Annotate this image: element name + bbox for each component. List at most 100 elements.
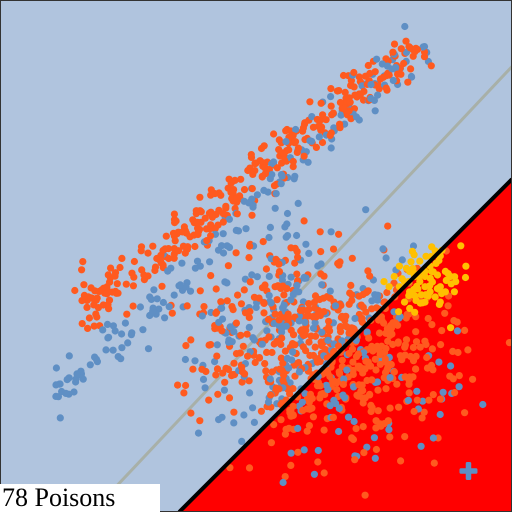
data-point	[263, 348, 271, 356]
data-point	[65, 352, 73, 360]
data-point	[271, 310, 279, 318]
poison-point	[416, 299, 424, 307]
data-point	[130, 257, 138, 266]
data-point	[420, 408, 428, 416]
data-point	[283, 209, 292, 218]
data-point	[359, 303, 367, 311]
data-point	[412, 44, 420, 52]
data-point	[230, 419, 238, 427]
data-point	[207, 272, 215, 280]
data-point	[123, 310, 131, 318]
data-point	[52, 381, 60, 389]
data-point	[400, 59, 408, 68]
data-point	[255, 294, 263, 302]
poison-point	[428, 243, 436, 251]
data-point	[283, 354, 291, 362]
data-point	[317, 99, 325, 107]
data-point	[318, 138, 327, 147]
data-point	[219, 218, 227, 226]
data-point	[289, 157, 297, 166]
data-point	[71, 286, 79, 295]
data-point	[130, 273, 138, 281]
data-point	[347, 81, 355, 90]
data-point	[382, 55, 390, 63]
data-point	[246, 389, 254, 397]
data-point	[316, 394, 324, 402]
data-point	[231, 176, 239, 184]
data-point	[199, 375, 208, 383]
data-point	[240, 186, 249, 194]
data-point	[335, 404, 343, 413]
data-point	[225, 215, 233, 223]
data-point	[333, 87, 341, 95]
data-point	[277, 416, 285, 424]
data-point	[361, 491, 369, 499]
data-point	[217, 298, 225, 306]
data-point	[234, 291, 242, 299]
data-point	[249, 170, 257, 178]
data-point	[347, 115, 355, 123]
data-point	[322, 381, 330, 389]
data-point	[278, 334, 286, 342]
data-point	[292, 288, 300, 296]
data-point	[224, 184, 232, 192]
data-point	[305, 422, 313, 430]
data-point	[174, 381, 182, 389]
data-point	[228, 372, 236, 380]
data-point	[314, 262, 322, 270]
data-point	[387, 360, 395, 369]
data-point	[428, 321, 436, 329]
data-point	[409, 242, 418, 250]
data-point	[273, 164, 281, 172]
data-point	[220, 386, 228, 394]
poison-point	[385, 283, 393, 291]
data-point	[277, 340, 285, 348]
data-point	[372, 445, 380, 454]
data-point	[311, 343, 319, 351]
poison-point	[462, 262, 470, 270]
data-point	[348, 254, 356, 262]
data-point	[412, 365, 420, 373]
data-point	[346, 98, 354, 106]
data-point	[359, 399, 367, 407]
data-point	[380, 319, 388, 327]
data-points	[52, 22, 512, 499]
data-point	[353, 93, 361, 101]
data-point	[329, 245, 338, 253]
data-point	[170, 291, 178, 299]
data-point	[279, 376, 287, 385]
data-point	[270, 130, 278, 138]
data-point	[260, 299, 268, 307]
data-point	[62, 389, 70, 397]
data-point	[232, 350, 241, 358]
data-point	[455, 383, 463, 391]
target-marker	[459, 462, 478, 481]
data-point	[245, 254, 253, 262]
reference-line	[91, 65, 512, 512]
data-point	[196, 417, 204, 425]
data-point	[291, 341, 299, 349]
data-point	[385, 325, 394, 333]
data-point	[385, 426, 393, 434]
data-point	[402, 37, 410, 45]
data-point	[317, 270, 325, 278]
data-point	[318, 281, 326, 289]
data-point	[106, 278, 114, 286]
data-point	[122, 280, 130, 288]
data-point	[224, 365, 233, 374]
data-point	[294, 253, 302, 261]
data-point	[371, 355, 379, 363]
data-point	[243, 330, 251, 338]
data-point	[338, 312, 346, 320]
data-point	[213, 365, 222, 373]
data-point	[345, 349, 353, 358]
data-point	[373, 378, 382, 386]
data-point	[215, 206, 223, 214]
data-point	[223, 297, 231, 305]
data-point	[301, 318, 309, 326]
data-point	[339, 380, 347, 388]
data-point	[294, 448, 302, 456]
data-point	[350, 417, 358, 426]
data-point	[113, 280, 121, 288]
data-point	[240, 286, 248, 294]
